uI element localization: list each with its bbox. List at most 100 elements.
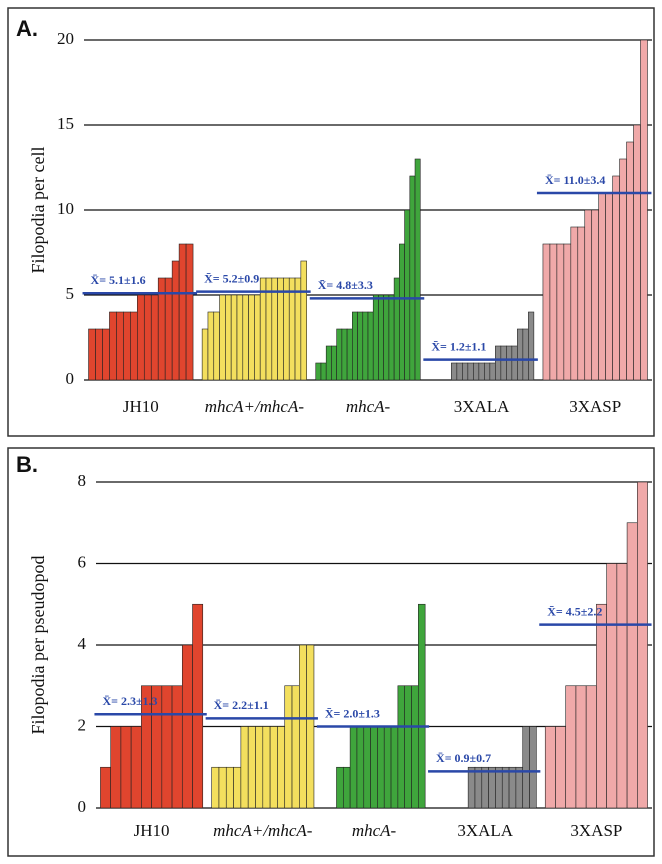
bar — [336, 766, 344, 809]
bar — [397, 685, 405, 809]
y-tick-label: 0 — [78, 797, 87, 816]
x-tick-label: 3XASP — [570, 821, 622, 840]
bar — [218, 766, 227, 809]
bar — [181, 644, 193, 809]
bar — [207, 311, 215, 381]
bar — [352, 311, 358, 381]
y-tick-label: 5 — [66, 284, 75, 303]
bar — [362, 311, 369, 381]
bar — [488, 766, 496, 809]
bar — [343, 766, 351, 809]
bar — [320, 362, 327, 381]
mean-label: X̄= 2.2±1.1 — [214, 698, 269, 712]
bar — [123, 311, 131, 381]
bar — [383, 294, 390, 381]
bar — [563, 243, 572, 381]
bar — [626, 141, 634, 381]
bar — [404, 685, 412, 809]
bar — [511, 345, 518, 381]
bar — [130, 311, 138, 381]
bar — [254, 294, 261, 381]
panel-frame — [7, 7, 655, 437]
x-tick-label: JH10 — [134, 821, 170, 840]
bar — [606, 563, 618, 809]
bar — [544, 726, 556, 809]
bar — [102, 328, 110, 381]
bar — [271, 277, 278, 381]
x-tick-label: mhcA+/mhcA- — [205, 397, 305, 416]
bar — [570, 226, 579, 381]
bar — [277, 277, 284, 381]
bar — [481, 766, 489, 809]
bar — [596, 603, 607, 809]
mean-label: X̄= 11.0±3.4 — [545, 173, 605, 187]
mean-label: X̄= 1.2±1.1 — [431, 339, 486, 353]
bar — [259, 277, 267, 381]
bar — [585, 685, 597, 809]
bar — [517, 328, 524, 381]
bar — [451, 362, 458, 381]
mean-label: X̄= 5.1±1.6 — [91, 273, 146, 287]
bar — [409, 175, 416, 381]
bar — [346, 328, 353, 381]
bar — [341, 328, 348, 381]
bar — [171, 685, 183, 809]
bar — [230, 294, 238, 381]
mean-label: X̄= 4.8±3.3 — [318, 278, 373, 292]
bar — [283, 277, 290, 381]
bar — [300, 260, 307, 381]
bar — [577, 226, 586, 381]
bar — [575, 685, 587, 809]
bar — [555, 726, 567, 809]
bar — [484, 362, 491, 381]
bar — [501, 766, 510, 809]
bar — [306, 644, 315, 809]
bar — [331, 345, 337, 381]
x-tick-label: mhcA+/mhcA- — [213, 821, 313, 840]
bar — [522, 328, 529, 381]
y-tick-label: 10 — [57, 199, 74, 218]
bar — [363, 726, 371, 809]
bar — [130, 726, 142, 809]
bar — [100, 766, 111, 809]
bar — [269, 726, 278, 809]
bar — [478, 362, 485, 381]
bar — [411, 685, 419, 809]
bar — [192, 603, 204, 809]
bar — [495, 766, 503, 809]
bar — [495, 345, 502, 381]
bar — [372, 294, 379, 381]
mean-label: X̄= 2.3±1.3 — [102, 694, 157, 708]
bar — [529, 726, 537, 809]
mean-label: X̄= 0.9±0.7 — [436, 751, 491, 765]
bar — [456, 362, 463, 381]
bar — [508, 766, 517, 809]
bar — [178, 243, 187, 381]
bar — [120, 726, 132, 809]
bar — [542, 243, 551, 381]
bar — [255, 726, 264, 809]
bar — [637, 481, 648, 809]
bar — [640, 39, 648, 381]
bar — [473, 362, 480, 381]
bar — [367, 311, 374, 381]
bar — [393, 277, 400, 381]
bar — [294, 277, 302, 381]
panel-label: A. — [16, 16, 38, 41]
bar — [370, 726, 378, 809]
bar — [515, 766, 524, 809]
bar — [315, 362, 322, 381]
mean-label: X̄= 5.2±0.9 — [204, 271, 259, 285]
bar — [591, 209, 599, 381]
bar — [225, 766, 234, 809]
bar — [248, 294, 255, 381]
bar — [291, 685, 300, 809]
bar — [378, 294, 384, 381]
bar — [528, 311, 535, 381]
bar — [88, 328, 96, 381]
bar — [467, 766, 476, 809]
bar — [240, 726, 249, 809]
mean-label: X̄= 2.0±1.3 — [325, 706, 380, 720]
bar — [357, 311, 364, 381]
bar — [150, 294, 159, 381]
